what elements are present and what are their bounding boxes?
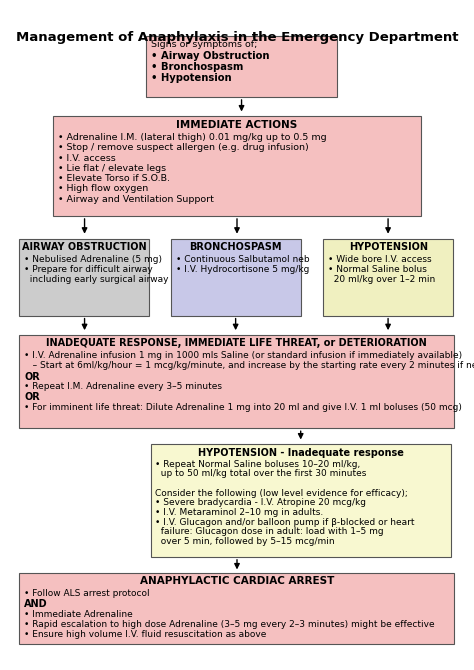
FancyBboxPatch shape xyxy=(53,117,421,216)
Text: • Prepare for difficult airway: • Prepare for difficult airway xyxy=(24,265,153,274)
Text: • I.V. Metaraminol 2–10 mg in adults.: • I.V. Metaraminol 2–10 mg in adults. xyxy=(155,508,323,517)
Text: ANAPHYLACTIC CARDIAC ARREST: ANAPHYLACTIC CARDIAC ARREST xyxy=(139,576,334,586)
Text: • Bronchospasm: • Bronchospasm xyxy=(151,62,243,72)
Text: • I.V. Hydrocortisone 5 mg/kg: • I.V. Hydrocortisone 5 mg/kg xyxy=(175,265,309,274)
FancyBboxPatch shape xyxy=(323,239,453,316)
Text: OR: OR xyxy=(24,372,40,382)
Text: AND: AND xyxy=(24,600,48,609)
FancyBboxPatch shape xyxy=(19,239,149,316)
FancyBboxPatch shape xyxy=(151,444,451,557)
Text: • Adrenaline I.M. (lateral thigh) 0.01 mg/kg up to 0.5 mg: • Adrenaline I.M. (lateral thigh) 0.01 m… xyxy=(58,133,327,142)
Text: up to 50 ml/kg total over the first 30 minutes: up to 50 ml/kg total over the first 30 m… xyxy=(155,470,366,478)
Text: • Wide bore I.V. access: • Wide bore I.V. access xyxy=(328,255,432,263)
Text: 20 ml/kg over 1–2 min: 20 ml/kg over 1–2 min xyxy=(328,275,435,284)
Text: HYPOTENSION: HYPOTENSION xyxy=(349,242,428,252)
Text: • I.V. access: • I.V. access xyxy=(58,153,116,163)
Text: Management of Anaphylaxis in the Emergency Department: Management of Anaphylaxis in the Emergen… xyxy=(16,31,458,44)
FancyBboxPatch shape xyxy=(171,239,301,316)
Text: • Rapid escalation to high dose Adrenaline (3–5 mg every 2–3 minutes) might be e: • Rapid escalation to high dose Adrenali… xyxy=(24,620,435,629)
Text: • I.V. Glucagon and/or balloon pump if β-blocked or heart: • I.V. Glucagon and/or balloon pump if β… xyxy=(155,518,415,527)
Text: • Stop / remove suspect allergen (e.g. drug infusion): • Stop / remove suspect allergen (e.g. d… xyxy=(58,143,309,152)
Text: • Normal Saline bolus: • Normal Saline bolus xyxy=(328,265,427,274)
Text: • Repeat I.M. Adrenaline every 3–5 minutes: • Repeat I.M. Adrenaline every 3–5 minut… xyxy=(24,382,222,391)
Text: • Nebulised Adrenaline (5 mg): • Nebulised Adrenaline (5 mg) xyxy=(24,255,162,263)
Text: • Continuous Salbutamol neb: • Continuous Salbutamol neb xyxy=(175,255,309,263)
Text: failure: Glucagon dose in adult: load with 1–5 mg: failure: Glucagon dose in adult: load wi… xyxy=(155,527,384,536)
Text: • For imminent life threat: Dilute Adrenaline 1 mg into 20 ml and give I.V. 1 ml: • For imminent life threat: Dilute Adren… xyxy=(24,403,462,411)
Text: including early surgical airway: including early surgical airway xyxy=(24,275,169,284)
Text: • Ensure high volume I.V. fluid resuscitation as above: • Ensure high volume I.V. fluid resuscit… xyxy=(24,630,266,639)
Text: IMMEDIATE ACTIONS: IMMEDIATE ACTIONS xyxy=(176,120,298,130)
Text: • Airway and Ventilation Support: • Airway and Ventilation Support xyxy=(58,195,214,204)
Text: – Start at 6ml/kg/hour = 1 mcg/kg/minute, and increase by the starting rate ever: – Start at 6ml/kg/hour = 1 mcg/kg/minute… xyxy=(24,361,474,371)
Text: • Airway Obstruction: • Airway Obstruction xyxy=(151,51,269,61)
Text: Signs or symptoms of;: Signs or symptoms of; xyxy=(151,40,257,49)
Text: INADEQUATE RESPONSE, IMMEDIATE LIFE THREAT, or DETERIORATION: INADEQUATE RESPONSE, IMMEDIATE LIFE THRE… xyxy=(46,338,427,348)
Text: OR: OR xyxy=(24,392,40,402)
FancyBboxPatch shape xyxy=(146,36,337,97)
Text: • High flow oxygen: • High flow oxygen xyxy=(58,184,148,194)
Text: • Severe bradycardia - I.V. Atropine 20 mcg/kg: • Severe bradycardia - I.V. Atropine 20 … xyxy=(155,498,366,507)
Text: • I.V. Adrenaline infusion 1 mg in 1000 mls Saline (or standard infusion if imme: • I.V. Adrenaline infusion 1 mg in 1000 … xyxy=(24,351,462,360)
FancyBboxPatch shape xyxy=(19,573,454,644)
Text: • Immediate Adrenaline: • Immediate Adrenaline xyxy=(24,610,133,618)
Text: • Elevate Torso if S.O.B.: • Elevate Torso if S.O.B. xyxy=(58,174,170,183)
Text: • Follow ALS arrest protocol: • Follow ALS arrest protocol xyxy=(24,589,150,598)
Text: AIRWAY OBSTRUCTION: AIRWAY OBSTRUCTION xyxy=(22,242,146,252)
Text: over 5 min, followed by 5–15 mcg/min: over 5 min, followed by 5–15 mcg/min xyxy=(155,537,335,546)
Text: • Repeat Normal Saline boluses 10–20 ml/kg,: • Repeat Normal Saline boluses 10–20 ml/… xyxy=(155,460,360,469)
Text: HYPOTENSION - Inadequate response: HYPOTENSION - Inadequate response xyxy=(198,448,404,458)
FancyBboxPatch shape xyxy=(19,335,454,428)
Text: BRONCHOSPASM: BRONCHOSPASM xyxy=(190,242,282,252)
Text: Consider the following (low level evidence for efficacy);: Consider the following (low level eviden… xyxy=(155,488,408,498)
Text: • Hypotension: • Hypotension xyxy=(151,72,231,82)
Text: • Lie flat / elevate legs: • Lie flat / elevate legs xyxy=(58,164,166,173)
